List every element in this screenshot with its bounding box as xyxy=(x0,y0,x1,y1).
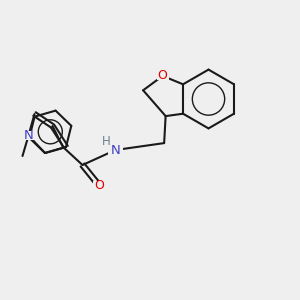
Bar xyxy=(93,181,105,190)
Bar xyxy=(157,71,169,80)
Text: O: O xyxy=(94,179,104,192)
Bar xyxy=(108,145,123,155)
Text: H: H xyxy=(101,135,110,148)
Text: O: O xyxy=(158,69,168,82)
Text: N: N xyxy=(111,143,120,157)
Bar xyxy=(22,131,35,140)
Text: N: N xyxy=(24,129,33,142)
